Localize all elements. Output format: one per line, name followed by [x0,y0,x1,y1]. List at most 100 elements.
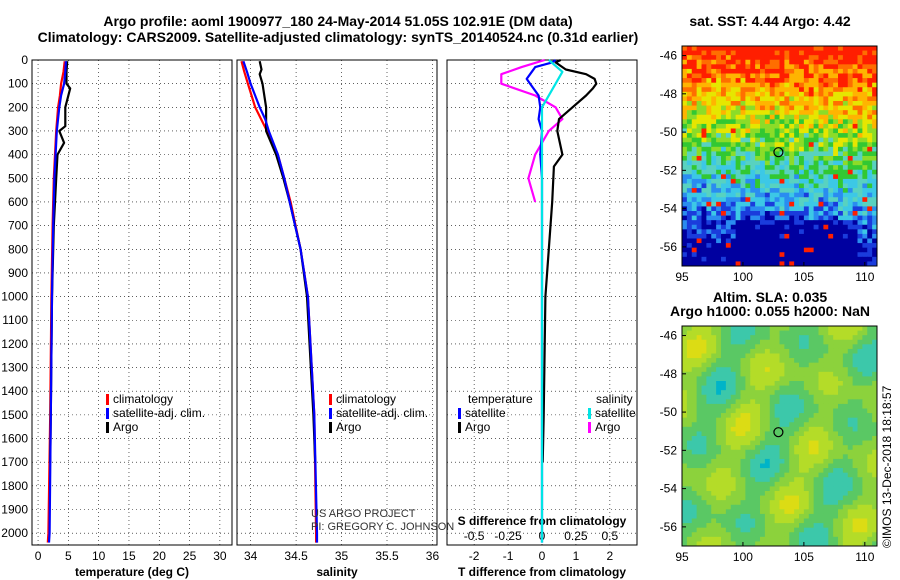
map-cell [721,486,727,492]
map-cell [818,220,824,226]
argo-position-marker [773,147,784,158]
map-cell [706,73,712,79]
map-cell [847,146,854,152]
map-cell [847,91,854,97]
map-cell [740,330,746,336]
map-cell [755,326,761,331]
map-cell [701,376,707,382]
map-cell [755,59,761,65]
map-cell [750,233,756,239]
map-cell [862,178,868,184]
map-cell [872,101,878,106]
map-cell [852,91,858,97]
map-cell [867,46,873,51]
map-cell [745,229,751,235]
map-cell [803,381,810,386]
map-cell [740,376,746,382]
map-cell [852,252,858,258]
map-cell [833,445,839,451]
map-cell [872,504,878,510]
map-cell [818,417,824,423]
map-cell [847,169,854,175]
map-cell [696,91,702,97]
map-cell [857,160,863,166]
map-cell [842,183,849,189]
map-cell [774,477,780,483]
map-cell [784,256,790,262]
map-cell [813,151,819,157]
map-cell [852,82,858,88]
map-cell [735,426,741,432]
map-cell [872,46,878,51]
map-cell [774,371,780,377]
map-cell [730,518,737,524]
map-cell [725,50,732,56]
map-cell [701,91,707,97]
map-cell [682,68,688,74]
map-cell [833,178,839,184]
map-cell [784,114,790,120]
map-cell [682,468,688,474]
map-cell [789,326,795,331]
map-cell [716,454,722,460]
map-cell [784,367,790,373]
map-cell [740,201,746,207]
map-cell [740,518,746,524]
map-cell [696,477,702,483]
map-cell [784,55,790,61]
map-cell [838,238,844,244]
map-cell [828,224,834,230]
map-cell [682,192,688,198]
map-cell [721,151,727,157]
map-cell [818,201,824,207]
map-cell [813,91,819,97]
map-cell [686,197,693,203]
map-cell [784,481,790,487]
map-cell [711,385,717,391]
map-cell [725,468,732,474]
map-cell [764,133,771,139]
map-cell [847,371,854,377]
map-cell [823,64,829,70]
map-cell [857,326,863,331]
map-cell [818,431,824,437]
map-cell [842,527,849,533]
map-cell [682,381,688,386]
map-cell [833,82,839,88]
map-cell [730,390,737,396]
map-cell [701,436,707,441]
map-cell [735,233,741,239]
map-cell [745,449,751,455]
map-cell [784,463,790,469]
map-cell [764,390,771,396]
legend-tdiff-argo-swatch [458,422,461,433]
map-cell [691,87,698,93]
map-cell [706,183,712,189]
map-cell [838,436,844,441]
map-cell [696,137,702,143]
map-cell [711,156,717,161]
map-cell [696,252,702,258]
map-cell [833,348,839,354]
map-cell [721,339,727,345]
map-cell [852,142,858,148]
map-cell [769,87,776,93]
map-cell [682,348,688,354]
map-cell [867,224,873,230]
map-cell [842,211,849,216]
map-cell [789,105,795,111]
map-cell [813,59,819,65]
map-cell [862,344,868,350]
map-cell [730,436,737,441]
map-cell [706,215,712,221]
map-cell [789,335,795,341]
map-cell [872,472,878,478]
map-cell [721,224,727,230]
map-cell [842,458,849,464]
map-cell [706,477,712,483]
map-cell [760,339,766,345]
map-cell [842,491,849,496]
map-cell [842,541,849,547]
map-cell [862,123,868,129]
map-cell [823,128,829,134]
